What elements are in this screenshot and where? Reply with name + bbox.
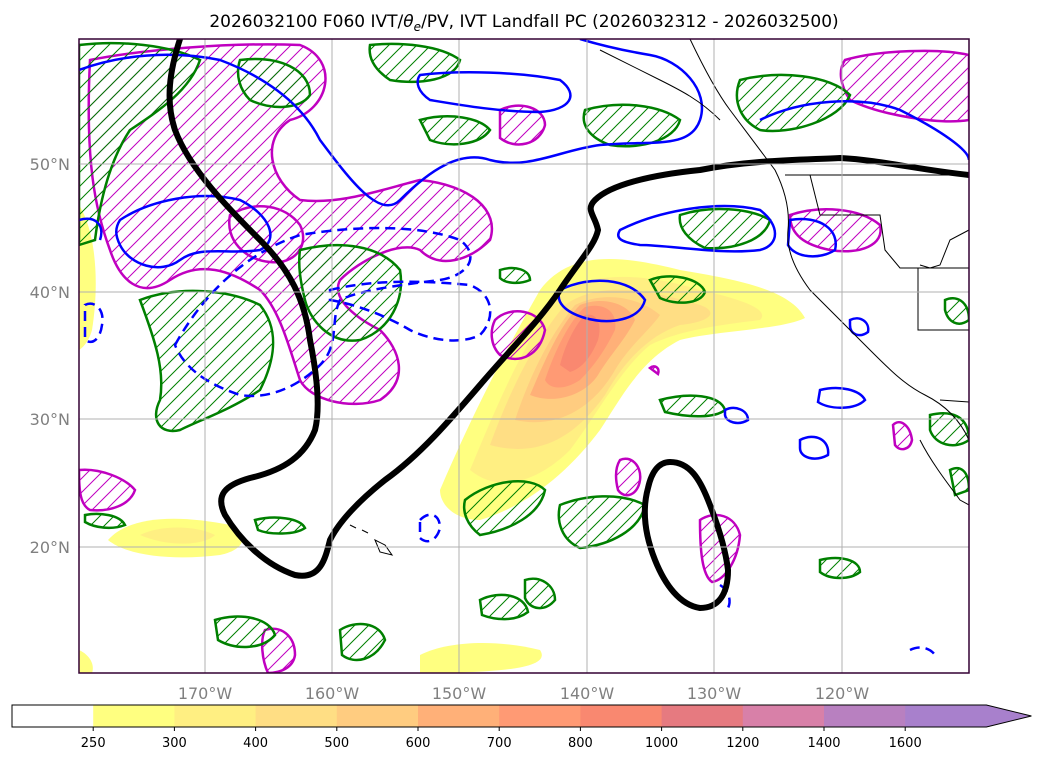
colorbar-label: 1400 xyxy=(807,736,840,751)
lon-label-170w: 170°W xyxy=(178,684,233,703)
lon-tick-labels: 170°W 160°W 150°W 140°W 130°W 120°W xyxy=(178,684,870,703)
colorbar-label: 800 xyxy=(568,736,593,751)
lon-label-130w: 130°W xyxy=(687,684,742,703)
colorbar-swatch xyxy=(661,705,744,727)
colorbar-label: 600 xyxy=(406,736,431,751)
colorbar-label: 500 xyxy=(324,736,349,751)
colorbar-swatch xyxy=(905,705,987,727)
figure-title: 2026032100 F060 IVT/θe/PV, IVT Landfall … xyxy=(209,12,838,34)
colorbar-extend-arrow xyxy=(986,705,1032,727)
theta-e-contours xyxy=(79,39,969,460)
lon-label-120w: 120°W xyxy=(815,684,870,703)
map-area xyxy=(79,39,969,673)
colorbar-swatch xyxy=(742,705,825,727)
theta-e-dashed-contours xyxy=(83,226,937,656)
lon-label-140w: 140°W xyxy=(560,684,615,703)
lat-label-40n: 40°N xyxy=(30,283,70,302)
lat-label-30n: 30°N xyxy=(30,410,70,429)
colorbar-swatch xyxy=(824,705,906,727)
colorbar-swatch xyxy=(418,705,500,727)
lat-label-20n: 20°N xyxy=(30,538,70,557)
colorbar-swatch xyxy=(499,705,581,727)
colorbar-label: 400 xyxy=(243,736,268,751)
colorbar-swatch xyxy=(174,705,257,727)
map-frame xyxy=(78,38,970,674)
lon-label-150w: 150°W xyxy=(432,684,487,703)
colorbar-swatch xyxy=(580,705,663,727)
colorbar-swatch xyxy=(336,705,419,727)
colorbar-label: 1600 xyxy=(889,736,922,751)
colorbar-label: 250 xyxy=(81,736,106,751)
colorbar-swatch xyxy=(255,705,338,727)
colorbar-label: 300 xyxy=(162,736,187,751)
lat-tick-labels: 50°N 40°N 30°N 20°N xyxy=(30,155,70,557)
pv-green-contours xyxy=(79,41,969,662)
gridlines xyxy=(79,39,969,673)
pc-contours xyxy=(166,39,969,612)
coastlines xyxy=(349,39,969,556)
colorbar-label: 1000 xyxy=(645,736,678,751)
colorbar-swatch xyxy=(93,705,175,727)
colorbar-label: 1200 xyxy=(726,736,759,751)
lon-label-160w: 160°W xyxy=(305,684,360,703)
colorbar: 250 300 400 500 600 700 800 1000 1200 1400 1600 xyxy=(11,704,1032,751)
colorbar-outline xyxy=(11,704,1032,728)
colorbar-swatch xyxy=(12,705,94,727)
colorbar-label: 700 xyxy=(487,736,512,751)
lat-label-50n: 50°N xyxy=(30,155,70,174)
